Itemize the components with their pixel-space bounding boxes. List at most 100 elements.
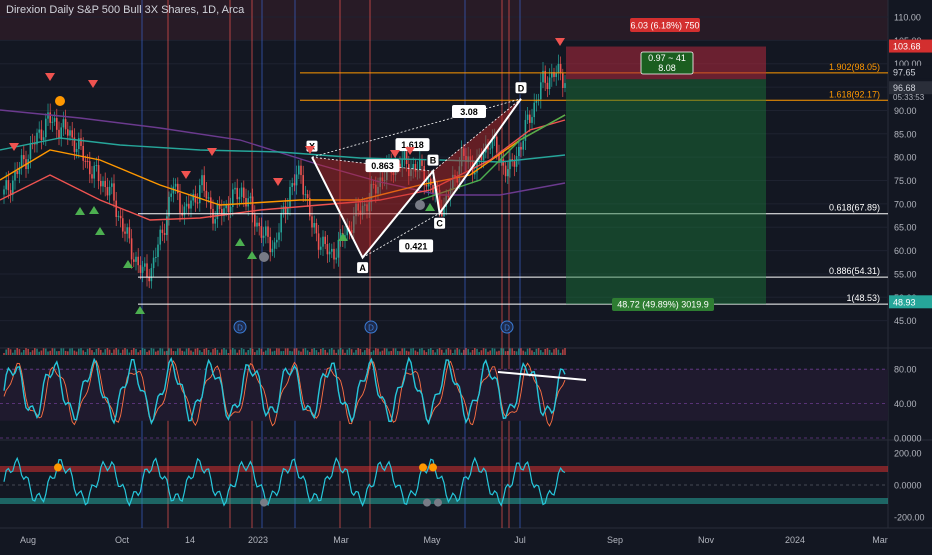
volume-bar (386, 348, 388, 355)
candle-body (381, 177, 384, 181)
volume-bar (339, 348, 342, 355)
sell-signal-triangle (273, 178, 283, 186)
x-tick-label: Sep (607, 535, 623, 545)
volume-bar (478, 352, 480, 355)
candle-body (205, 190, 208, 199)
candle-body (548, 77, 551, 89)
candle-body (436, 188, 439, 190)
volume-bar (93, 352, 95, 355)
volume-bar (300, 351, 302, 355)
pattern-ratio-bg (395, 138, 430, 152)
volume-bar (80, 348, 82, 355)
volume-bar (238, 349, 241, 355)
sell-signal-triangle (9, 143, 19, 151)
y-tick-label: 85.00 (894, 129, 917, 139)
volume-bar (333, 349, 335, 355)
osc1-signal-line (3, 360, 566, 427)
candle-body (260, 226, 263, 238)
volume-bar (427, 348, 430, 355)
candle-body (117, 215, 120, 217)
volume-bar (9, 349, 12, 355)
volume-bar (287, 348, 289, 355)
volume-bar (249, 348, 252, 355)
buy-signal-triangle (235, 238, 245, 246)
candle-body (139, 265, 142, 273)
pattern-point-A: A (359, 263, 366, 273)
volume-bar (23, 349, 25, 355)
fib-level-label: 0.886(54.31) (829, 266, 880, 276)
candle-body (520, 146, 522, 150)
volume-bar (155, 351, 157, 355)
x-tick-label: Nov (698, 535, 715, 545)
volume-bar (456, 348, 458, 355)
candle-body (150, 268, 153, 282)
volume-bar (293, 348, 296, 355)
candle-body (284, 206, 287, 214)
candle-body (42, 137, 45, 141)
volume-bar (104, 349, 106, 355)
candle-body (236, 187, 238, 200)
volume-bar (496, 351, 498, 355)
candle-body (245, 198, 247, 207)
ratio-label-2: 8.08 (658, 63, 676, 73)
candle-body (364, 204, 366, 206)
candle-body (535, 100, 538, 103)
volume-bar (438, 348, 441, 355)
volume-bar (247, 349, 249, 355)
pattern-point-B: B (430, 156, 437, 166)
volume-bar (359, 349, 362, 355)
candle-body (152, 257, 155, 269)
candle-body (509, 158, 511, 170)
volume-bar (328, 349, 331, 355)
volume-bar (302, 348, 304, 355)
candle-body (529, 114, 531, 123)
candle-body (75, 148, 78, 152)
candle-body (372, 183, 375, 185)
candle-body (36, 132, 38, 145)
volume-bar (498, 350, 500, 355)
volume-bar (368, 348, 370, 355)
candle-body (111, 183, 113, 187)
x-tick-label: Mar (872, 535, 888, 545)
volume-bar (507, 351, 509, 355)
candle-body (9, 190, 12, 195)
volume-bar (144, 348, 146, 355)
pattern-ratio-line (311, 98, 522, 158)
volume-bar (190, 350, 192, 355)
volume-bar (38, 351, 40, 355)
candle-body (458, 166, 461, 183)
candle-body (84, 160, 87, 162)
volume-bar (381, 350, 384, 355)
volume-bar (225, 349, 227, 355)
volume-bar (487, 351, 489, 355)
volume-bar (14, 349, 16, 355)
stop-price-tag-bg (889, 295, 932, 309)
candle-body (405, 151, 408, 165)
sell-signal-triangle (88, 80, 98, 88)
y-tick-label: 55.00 (894, 269, 917, 279)
volume-bar (546, 348, 549, 355)
volume-bar (146, 351, 148, 355)
volume-bar (216, 349, 219, 355)
volume-bar (89, 348, 91, 355)
volume-bar (522, 350, 524, 355)
volume-bar (390, 350, 392, 355)
pattern-ratio-label: 1.618 (401, 140, 424, 150)
top-band (0, 0, 888, 40)
candle-body (56, 118, 58, 130)
candle-body (199, 185, 201, 204)
candle-body (194, 193, 197, 203)
candle-body (460, 148, 463, 167)
volume-bar (124, 348, 126, 355)
candle-body (348, 225, 351, 231)
candle-body (203, 175, 205, 191)
volume-bar (163, 351, 166, 355)
volume-bar (179, 348, 181, 355)
buy-signal-triangle (135, 306, 145, 314)
y-tick-label: 75.00 (894, 176, 917, 186)
osc2-marker (54, 463, 62, 472)
volume-bar (183, 351, 186, 355)
volume-bar (282, 351, 285, 355)
candle-body (126, 227, 128, 234)
